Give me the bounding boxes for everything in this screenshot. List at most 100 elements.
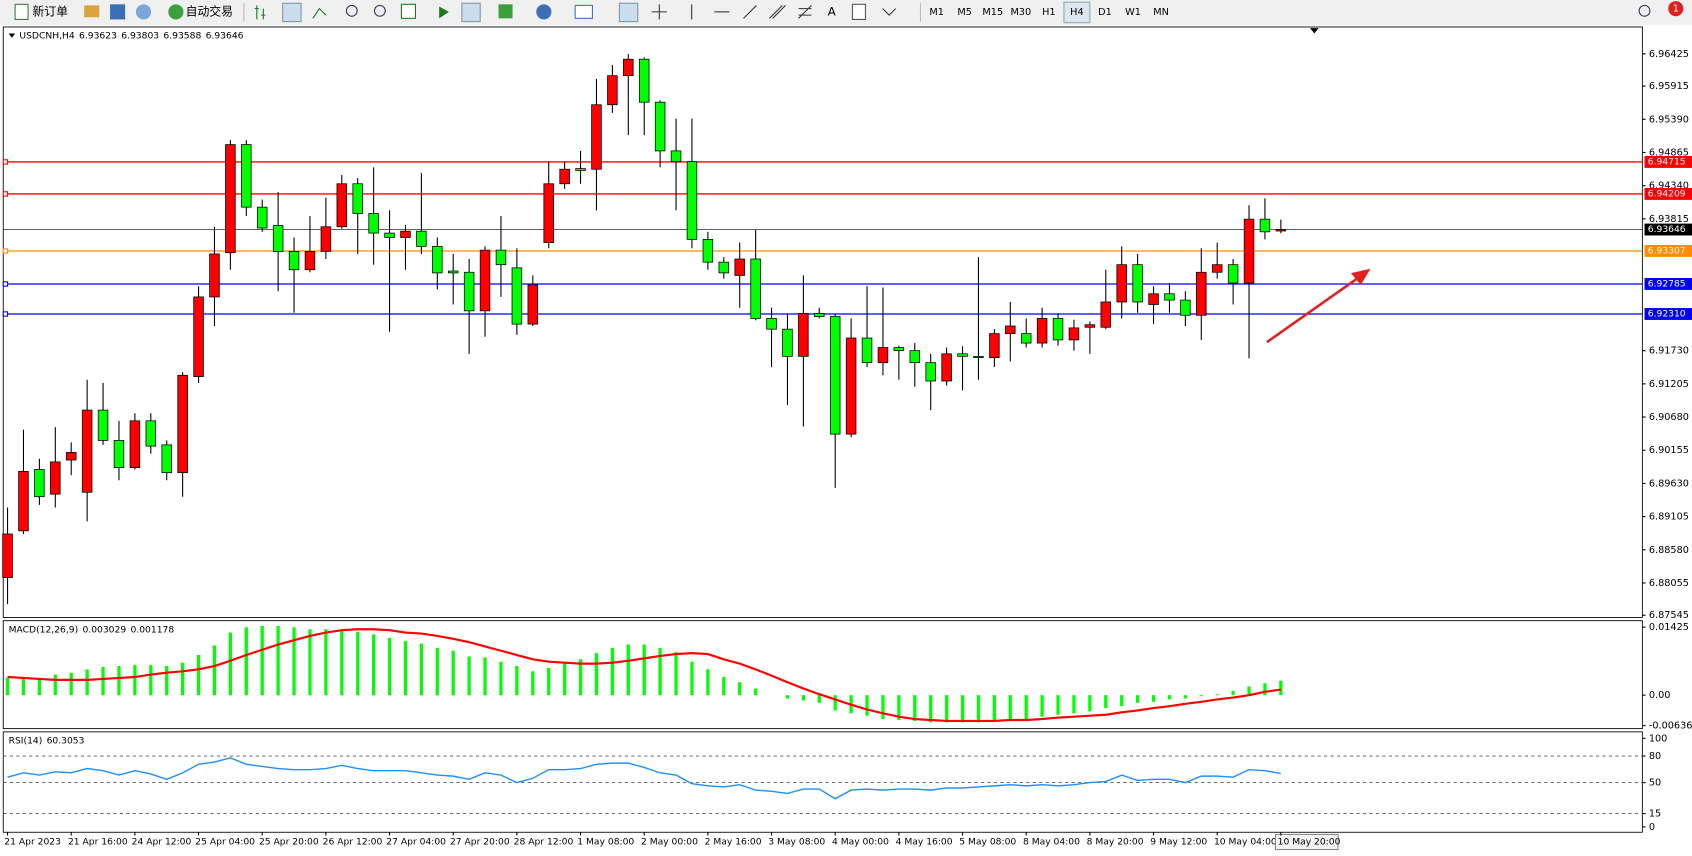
macd-bar: [403, 641, 408, 696]
auto-trading-icon[interactable]: [168, 4, 184, 20]
candle-body: [1116, 264, 1127, 303]
candle-body: [750, 258, 761, 319]
candle-body: [209, 253, 220, 298]
candle-body: [1036, 318, 1048, 344]
x-tick-label: 2 May 00:00: [641, 836, 698, 847]
macd-bar: [960, 695, 965, 723]
macd-bar: [5, 677, 10, 696]
macd-bar: [1199, 695, 1203, 697]
timeframe-button[interactable]: D1: [1098, 7, 1112, 18]
macd-bar: [626, 644, 630, 696]
candle-body: [686, 161, 698, 240]
rsi-value: 60.3053: [47, 735, 85, 746]
candle-body: [81, 409, 93, 493]
periods-button[interactable]: [536, 4, 552, 20]
templates-button[interactable]: [574, 4, 593, 19]
candle-body: [607, 75, 618, 106]
macd-bar: [499, 661, 503, 696]
shift-button[interactable]: [439, 6, 449, 19]
timeframe-button[interactable]: M1: [929, 7, 944, 18]
zoom-in-button[interactable]: [345, 4, 358, 17]
timeframe-button[interactable]: M15: [982, 7, 1003, 18]
timeframe-button[interactable]: H4: [1070, 7, 1083, 18]
y-tick-label: 6.95915: [1649, 81, 1689, 92]
x-tick-label: 5 May 08:00: [959, 836, 1016, 847]
fibo-button[interactable]: [798, 5, 812, 19]
toolbar-icon[interactable]: [110, 4, 126, 20]
notification-count: 1: [1673, 4, 1679, 15]
candle-body: [416, 230, 427, 247]
macd-bar: [1056, 695, 1060, 715]
y-tick-label: 50: [1649, 778, 1661, 789]
shapes-button[interactable]: [882, 8, 897, 16]
toolbar-icon[interactable]: [135, 4, 152, 20]
candle-body: [702, 239, 714, 263]
macd-name: MACD(12,26,9): [9, 624, 79, 635]
timeframe-button[interactable]: MN: [1153, 7, 1169, 18]
macd-bar: [1263, 683, 1267, 696]
x-tick-label: 1 May 08:00: [577, 836, 634, 847]
new-order-button[interactable]: 新订单: [32, 4, 68, 18]
search-button[interactable]: [1638, 4, 1651, 17]
toolbar: 新订单 自动交易 A M1 M5 M15 M30 H1 H4 D1 W1 MN 1: [0, 0, 1692, 25]
main-panel: [2, 26, 1643, 618]
candle-body: [941, 353, 952, 382]
candle-body: [193, 296, 204, 377]
timeframe-button[interactable]: H1: [1042, 7, 1055, 18]
candle-body: [814, 312, 825, 317]
label-button[interactable]: [851, 3, 866, 20]
bar-chart-button[interactable]: [254, 5, 266, 20]
macd-bar: [1024, 695, 1028, 720]
symbol-menu[interactable]: [8, 33, 16, 38]
x-tick-label: 8 May 04:00: [1023, 836, 1080, 847]
auto-trading-button[interactable]: 自动交易: [186, 4, 233, 18]
macd-bar: [690, 661, 694, 696]
timeframe-button[interactable]: M5: [957, 7, 972, 18]
autoscroll-button[interactable]: [461, 2, 481, 23]
macd-bar: [212, 645, 217, 696]
timeframe-button[interactable]: W1: [1125, 7, 1141, 18]
crosshair-button[interactable]: [651, 4, 667, 20]
candle-body: [97, 409, 109, 441]
channel-button[interactable]: [769, 5, 786, 19]
x-tick-label: 8 May 20:00: [1087, 836, 1144, 847]
candle-chart-button[interactable]: [282, 2, 302, 23]
candle-body: [543, 183, 554, 243]
text-tool-button[interactable]: A: [828, 4, 837, 18]
x-tick-label: 25 Apr 20:00: [259, 836, 319, 847]
level-label: 6.94715: [1648, 156, 1686, 167]
tile-button[interactable]: [400, 3, 416, 19]
candle-body: [256, 206, 268, 229]
macd-bar: [387, 637, 392, 696]
candle-body: [241, 144, 252, 208]
x-tick-label: 24 Apr 12:00: [132, 836, 192, 847]
line-chart-button[interactable]: [312, 7, 327, 19]
macd-bar: [1279, 680, 1283, 696]
trendline-button[interactable]: [743, 5, 757, 19]
toolbar-icon[interactable]: [84, 5, 100, 18]
candle-body: [925, 362, 936, 382]
level-label-box: [1644, 156, 1692, 168]
notification-badge[interactable]: [1668, 1, 1684, 17]
candle-body: [829, 316, 841, 435]
close: 6.93646: [206, 30, 244, 41]
zoom-out-button[interactable]: [373, 4, 386, 17]
macd-bar: [1136, 695, 1140, 703]
new-order-icon[interactable]: [14, 3, 29, 20]
cursor-button[interactable]: [618, 2, 639, 23]
macd-bar: [21, 677, 26, 696]
macd-bar: [913, 695, 917, 721]
candle-body: [1132, 264, 1143, 303]
timeframe-button[interactable]: M30: [1010, 7, 1031, 18]
macd-bar: [69, 672, 73, 696]
macd-bar: [578, 659, 583, 696]
level-label: 6.92310: [1648, 308, 1686, 319]
plot-layer: 6.96425 6.95915 6.95390 6.94865 6.94340 6.938…: [2, 49, 1692, 851]
macd-header: MACD(12,26,9) 0.003029 0.001178: [9, 624, 175, 635]
macd-panel: [2, 620, 1643, 730]
indicators-button[interactable]: [498, 4, 513, 19]
y-tick-label: 6.90155: [1649, 445, 1689, 456]
annotation-arrow: [1266, 274, 1363, 344]
x-tick-label: 25 Apr 04:00: [195, 836, 255, 847]
